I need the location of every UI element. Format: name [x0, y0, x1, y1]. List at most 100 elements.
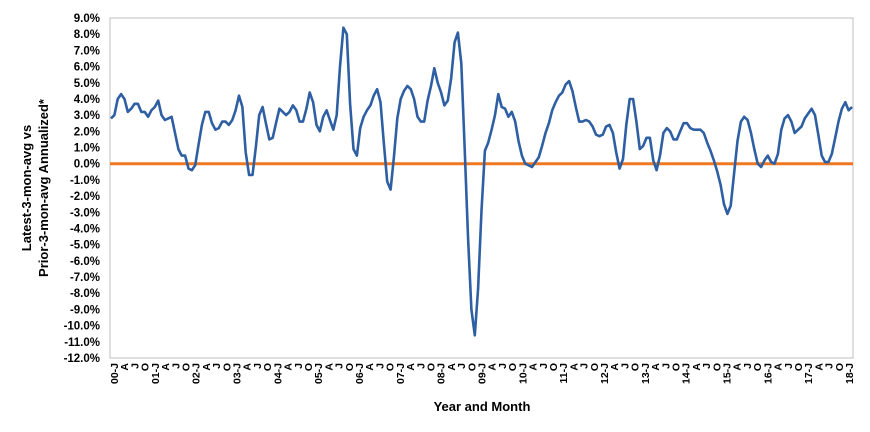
x-tick-label: O [180, 363, 192, 371]
x-tick-label: J [579, 363, 591, 369]
y-tick-label: -3.0% [70, 207, 100, 219]
x-tick-label: A [405, 363, 417, 371]
y-tick-label: -4.0% [70, 223, 100, 235]
x-tick-label: A [242, 363, 254, 371]
y-tick-label: -10.0% [64, 321, 100, 333]
y-tick-label: 3.0% [74, 110, 100, 122]
x-tick-label: A [201, 363, 213, 371]
y-tick-label: -2.0% [70, 191, 100, 203]
x-tick-label: A [650, 363, 662, 371]
y-axis-tick-labels: 9.0% 8.0% 7.0% 6.0% 5.0% 4.0% 3.0% 2.0% 1.0% 0.0%… [64, 13, 100, 365]
series-points [110, 27, 853, 336]
y-tick-label: 4.0% [74, 94, 100, 106]
x-axis-title: Year and Month [434, 399, 531, 414]
x-tick-label: J [783, 363, 795, 369]
x-tick-label: 09-J [477, 363, 489, 384]
y-tick-label: 7.0% [74, 45, 100, 57]
x-tick-label: A [691, 363, 703, 371]
x-tick-label: O [344, 363, 356, 371]
x-tick-label: O [752, 363, 764, 371]
x-tick-label: J [456, 363, 468, 369]
series-line [110, 26, 853, 337]
x-tick-label: J [824, 363, 836, 369]
y-axis-title-line-2: Prior-3-mon-avg Annualized* [36, 98, 51, 277]
x-tick-label: J [660, 363, 672, 369]
x-tick-label: A [773, 363, 785, 371]
y-tick-label: -9.0% [70, 304, 100, 316]
x-tick-label: J [129, 363, 141, 369]
x-tick-label: 14-J [681, 363, 693, 384]
x-tick-label: J [211, 363, 223, 369]
y-tick-label: 0.0% [74, 159, 100, 171]
x-axis-tick-labels: 00-JAJO01-JAJO02-JAJO03-JAJO04-JAJO05-JA… [109, 363, 856, 384]
x-tick-label: A [160, 363, 172, 371]
x-tick-label: J [374, 363, 386, 369]
x-tick-label: J [334, 363, 346, 369]
x-tick-label: J [170, 363, 182, 369]
x-tick-label: 16-J [762, 363, 774, 384]
x-tick-label: A [568, 363, 580, 371]
y-tick-label: -12.0% [64, 353, 100, 365]
x-tick-label: J [293, 363, 305, 369]
x-tick-label: 02-J [191, 363, 203, 384]
x-tick-label: A [813, 363, 825, 371]
x-tick-label: O [834, 363, 846, 371]
x-tick-label: O [385, 363, 397, 371]
x-tick-label: 18-J [844, 363, 856, 384]
x-tick-label: 08-J [436, 363, 448, 384]
x-tick-label: O [425, 363, 437, 371]
x-tick-label: O [140, 363, 152, 371]
x-tick-label: J [497, 363, 509, 369]
x-tick-label: O [589, 363, 601, 371]
x-tick-label: 12-J [599, 363, 611, 384]
x-tick-label: A [732, 363, 744, 371]
x-tick-label: A [283, 363, 295, 371]
x-tick-label: O [793, 363, 805, 371]
x-tick-label: O [630, 363, 642, 371]
y-tick-label: 5.0% [74, 78, 100, 90]
y-axis-title-line-1: Latest-3-mon-avg vs [19, 125, 34, 251]
y-tick-label: 9.0% [74, 13, 100, 25]
x-tick-label: O [670, 363, 682, 371]
x-tick-label: O [303, 363, 315, 371]
y-tick-label: -11.0% [64, 337, 100, 349]
x-tick-label: J [742, 363, 754, 369]
x-tick-label: 15-J [722, 363, 734, 384]
x-tick-label: J [252, 363, 264, 369]
x-tick-label: O [221, 363, 233, 371]
x-tick-label: 11-J [558, 363, 570, 384]
x-tick-label: A [609, 363, 621, 371]
x-tick-label: A [323, 363, 335, 371]
x-tick-label: A [119, 363, 131, 371]
y-tick-label: -7.0% [70, 272, 100, 284]
x-tick-label: 01-J [150, 363, 162, 384]
x-tick-label: J [538, 363, 550, 369]
y-tick-label: 1.0% [74, 143, 100, 155]
x-tick-label: 06-J [354, 363, 366, 384]
y-tick-label: -1.0% [70, 175, 100, 187]
y-tick-label: 8.0% [74, 29, 100, 41]
y-tick-label: -5.0% [70, 240, 100, 252]
y-tick-label: -8.0% [70, 288, 100, 300]
x-tick-label: A [446, 363, 458, 371]
x-tick-label: J [619, 363, 631, 369]
x-tick-label: O [548, 363, 560, 371]
y-tick-label: -6.0% [70, 256, 100, 268]
x-tick-label: J [415, 363, 427, 369]
y-tick-label: 2.0% [74, 126, 100, 138]
x-tick-label: O [466, 363, 478, 371]
x-tick-label: A [364, 363, 376, 371]
x-tick-label: 13-J [640, 363, 652, 384]
x-tick-label: 05-J [313, 363, 325, 384]
x-tick-label: A [487, 363, 499, 371]
x-tick-label: J [701, 363, 713, 369]
x-tick-label: A [528, 363, 540, 371]
plot-area [109, 17, 854, 359]
x-tick-label: O [711, 363, 723, 371]
x-tick-label: 10-J [517, 363, 529, 384]
x-tick-label: 07-J [395, 363, 407, 384]
x-tick-label: 00-J [109, 363, 121, 384]
x-tick-label: 04-J [272, 363, 284, 384]
x-tick-label: 17-J [803, 363, 815, 384]
